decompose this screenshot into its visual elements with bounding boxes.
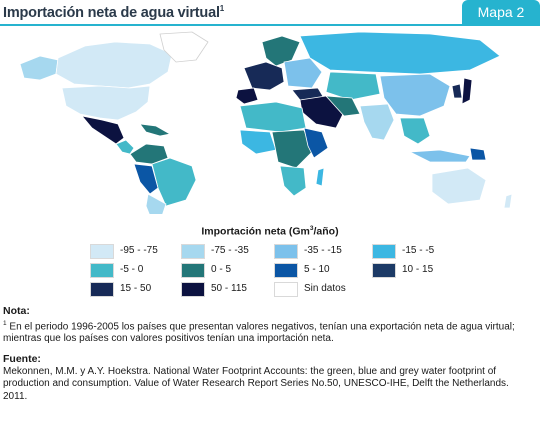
legend-item: 5 - 10 [274, 263, 384, 278]
legend-swatch [181, 282, 205, 297]
legend-item: -15 - -5 [372, 244, 482, 259]
legend-label: -35 - -15 [304, 245, 342, 256]
region-central-africa [271, 129, 313, 169]
region-western-europe [243, 61, 285, 91]
region-scandinavia [261, 35, 301, 67]
legend-swatch [372, 263, 396, 278]
source-section: Fuente: Mekonnen, M.M. y A.Y. Hoekstra. … [3, 353, 535, 403]
region-canada [55, 41, 173, 89]
region-caribbean [139, 123, 171, 137]
legend-swatch [274, 244, 298, 259]
legend-label: 10 - 15 [402, 264, 434, 275]
map-title: Importación neta de agua virtual1 [3, 4, 225, 21]
legend-label: -5 - 0 [120, 264, 144, 275]
legend-label: 5 - 10 [304, 264, 330, 275]
region-argentina [145, 193, 167, 216]
legend-item: 50 - 115 [181, 282, 291, 297]
source-heading: Fuente: [3, 353, 41, 365]
region-iran [325, 95, 361, 117]
header-rule [0, 24, 540, 26]
legend-item: -75 - -35 [181, 244, 291, 259]
legend: -95 - -75 -75 - -35 -35 - -15 -15 - -5 -… [90, 244, 530, 300]
note-marker: 1 [3, 319, 7, 327]
region-southeast-asia [399, 117, 431, 145]
region-india [359, 103, 395, 141]
region-east-africa [303, 127, 329, 159]
legend-swatch [181, 244, 205, 259]
region-peru-bolivia [133, 163, 159, 195]
region-southern-africa [279, 165, 307, 197]
note-heading: Nota: [3, 305, 30, 317]
world-map [19, 31, 513, 216]
legend-item: Sin datos [274, 282, 384, 297]
region-west-africa [239, 129, 277, 155]
region-china [379, 73, 451, 117]
region-central-america [115, 139, 135, 155]
region-greenland [159, 31, 209, 63]
legend-item: 15 - 50 [90, 282, 200, 297]
region-japan [461, 77, 473, 105]
legend-swatch [274, 263, 298, 278]
map-badge: Mapa 2 [462, 0, 540, 25]
note-text: 1 En el periodo 1996-2005 los países que… [3, 318, 535, 346]
region-russia [299, 31, 501, 75]
region-colombia-venezuela [129, 143, 169, 165]
legend-label: -15 - -5 [402, 245, 435, 256]
legend-label: -75 - -35 [211, 245, 249, 256]
note-body: En el periodo 1996-2005 los países que p… [3, 320, 515, 345]
legend-title: Importación neta (Gm3/año) [201, 225, 339, 238]
source-text: Mekonnen, M.M. y A.Y. Hoekstra. National… [3, 365, 509, 402]
region-north-africa [239, 101, 307, 133]
region-antarctica [60, 214, 480, 216]
legend-label: -95 - -75 [120, 245, 158, 256]
legend-item: -35 - -15 [274, 244, 384, 259]
legend-swatch [90, 282, 114, 297]
legend-item: 10 - 15 [372, 263, 482, 278]
header: Importación neta de agua virtual1 Mapa 2 [0, 0, 540, 26]
region-png [469, 147, 487, 161]
note-section: Nota: 1 En el periodo 1996-2005 los país… [3, 305, 535, 346]
legend-item: -5 - 0 [90, 263, 200, 278]
region-madagascar [315, 167, 325, 187]
legend-swatch [90, 263, 114, 278]
region-indonesia [409, 149, 471, 163]
legend-label: 0 - 5 [211, 264, 232, 275]
legend-item: 0 - 5 [181, 263, 291, 278]
legend-label: 15 - 50 [120, 283, 152, 294]
legend-item: -95 - -75 [90, 244, 200, 259]
region-mexico [81, 115, 125, 145]
legend-swatch [274, 282, 298, 297]
region-eastern-europe [283, 57, 323, 89]
legend-label: Sin datos [304, 283, 346, 294]
region-new-zealand [503, 193, 513, 209]
region-usa [61, 85, 151, 121]
region-australia [431, 167, 487, 205]
region-central-asia [325, 71, 381, 101]
region-brazil [151, 157, 197, 207]
legend-label: 50 - 115 [211, 283, 247, 294]
region-korea [451, 83, 463, 99]
legend-swatch [90, 244, 114, 259]
legend-swatch [372, 244, 396, 259]
region-iberia [235, 87, 259, 105]
legend-swatch [181, 263, 205, 278]
region-alaska [19, 55, 59, 81]
